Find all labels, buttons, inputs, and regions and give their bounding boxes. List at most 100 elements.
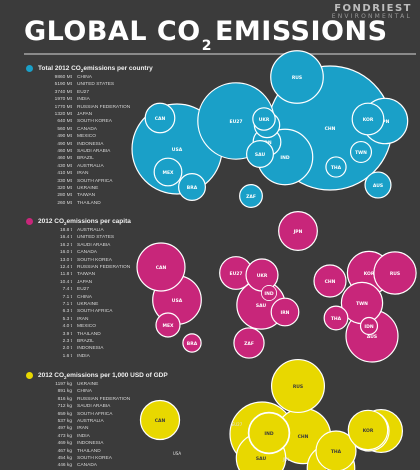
list-item: 560 Mt CANADA	[36, 127, 146, 134]
list-item: 16.2 t SAUDI ARABIA	[36, 243, 146, 250]
list-value: 430 Mt	[57, 163, 72, 169]
list-item: 1970 Mt INDIA	[36, 97, 146, 104]
list-country: MEXICO	[77, 324, 96, 330]
list-item: 2.3 t BRAZIL	[36, 339, 146, 346]
list-item: 640 Mt SOUTH KOREA	[36, 119, 146, 126]
bubble-mex	[155, 312, 181, 338]
bubble-label: THA	[331, 449, 342, 455]
bubble-mex	[153, 157, 183, 187]
list-value: 4.0 t	[62, 324, 72, 330]
brand-tagline: ENVIRONMENTAL	[331, 13, 412, 20]
list-item: 430 Mt AUSTRALIA	[36, 164, 146, 171]
bubble-can	[144, 102, 176, 134]
bubble-label: IND	[264, 431, 273, 437]
bubble-label: RUS	[292, 75, 302, 81]
list-country: CANADA	[77, 463, 97, 469]
list-country: AUSTRALIA	[77, 419, 104, 424]
list-item: 410 Mt IRAN	[36, 171, 146, 178]
list-value: 454 kg	[57, 456, 72, 461]
list-item: 460 Mt BRAZIL	[36, 156, 146, 163]
title-divider	[24, 53, 416, 55]
list-country: TAIWAN	[77, 272, 96, 278]
list-value: 410 Mt	[57, 171, 72, 177]
list-item: 891 kg CHINA	[36, 389, 146, 396]
list-value: 7.1 t	[62, 302, 72, 307]
section-title-1: Total 2012 CO 2 emissions per country	[26, 65, 153, 73]
section-title-pre: 2012 CO	[38, 218, 65, 225]
list-item: 490 Mt INDONESIA	[36, 142, 146, 149]
brand-logo: FONDRIEST ENVIRONMENTAL	[332, 3, 412, 20]
list-value: 816 kg	[57, 396, 72, 402]
list-value: 1970 Mt	[54, 97, 72, 103]
list-country: UKRAINE	[77, 302, 99, 307]
list-value: 16.0 t	[59, 250, 72, 256]
bubble-label: USA	[172, 147, 183, 153]
bubble-idn	[359, 316, 379, 336]
bubble-label: RUS	[390, 271, 400, 277]
bubble-kor	[351, 102, 385, 136]
list-value: 659 kg	[57, 411, 72, 417]
section-title-sub: 2	[80, 68, 84, 73]
list-item: 11.8 t TAIWAN	[36, 272, 146, 279]
list-item: 1770 Mt RUSSIAN FEDERATION	[36, 105, 146, 112]
list-country: THAILAND	[77, 448, 101, 454]
bubble-label: MEX	[162, 170, 174, 176]
list-country: RUSSIAN FEDERATION	[77, 104, 131, 110]
list-value: 5190 Mt	[54, 82, 72, 88]
section-title-pre: 2012 CO	[38, 372, 65, 379]
list-value: 1320 Mt	[54, 112, 72, 117]
title-subscript: 2	[201, 38, 212, 54]
bubble-label: JPN	[282, 457, 290, 462]
section-title-2: 2012 CO 2 emissions per capita	[26, 218, 131, 226]
bubble-label: EU27	[230, 271, 243, 277]
bubble-twn	[349, 140, 373, 164]
bubble-label: KOR	[363, 117, 374, 123]
list-item: 454 kg SOUTH KOREA	[36, 456, 146, 463]
list-value: 10.4 t	[59, 279, 72, 285]
bubble-label: TWN	[355, 150, 367, 156]
list-value: 18.8 t	[59, 228, 72, 233]
bubble-label: MEX	[162, 323, 174, 329]
bubble-label: UKR	[257, 273, 268, 279]
list-country: EU27	[77, 89, 89, 95]
list-country: CHINA	[77, 294, 92, 300]
list-item: 460 Mt SAUDI ARABIA	[36, 149, 146, 156]
list-item: 18.8 t AUSTRALIA	[36, 228, 146, 235]
bubble-ind	[248, 412, 290, 454]
list-value: 460 Mt	[57, 149, 72, 154]
section-title-sub: 2	[64, 221, 67, 226]
list-value: 330 Mt	[57, 178, 72, 184]
bubble-label: IRN	[281, 310, 290, 316]
list-item: 3740 Mt EU27	[36, 90, 146, 97]
list-country: SAUDI ARABIA	[77, 242, 111, 248]
list-item: 3.9 t THAILAND	[36, 332, 146, 339]
list-item: 446 kg CANADA	[36, 463, 146, 470]
list-item: 7.1 t UKRAINE	[36, 302, 146, 309]
list-value: 467 kg	[57, 448, 72, 454]
bubble-label: ZAF	[244, 341, 254, 347]
list-country: AUSTRALIA	[77, 163, 104, 169]
bubble-rus	[270, 358, 326, 414]
list-country: AUSTRALIA	[77, 228, 104, 233]
list-item: 497 kg IRAN	[36, 426, 146, 433]
list-country: SOUTH KOREA	[77, 456, 112, 461]
list-value: 13.0 t	[59, 257, 72, 263]
list-item: 469 kg INDONESIA	[36, 441, 146, 448]
list-country: INDIA	[77, 433, 90, 439]
bubble-label: USA	[173, 451, 182, 456]
page-title: GLOBAL CO2 EMISSIONS	[24, 16, 388, 54]
list-value: 16.2 t	[59, 242, 72, 248]
list-value: 12.4 t	[59, 265, 72, 270]
list-country: EU27	[77, 287, 89, 293]
bubble-irn	[270, 297, 300, 327]
bubble-label: JPN	[380, 119, 390, 125]
list-country: UKRAINE	[77, 186, 99, 191]
list-item: 10.4 t JAPAN	[36, 280, 146, 287]
bubble-label: BRA	[187, 341, 198, 347]
bubble-label: CAN	[156, 265, 167, 271]
list-country: JAPAN	[77, 112, 93, 117]
list-item: 260 Mt THAILAND	[36, 201, 146, 208]
bubble-label: USA	[172, 298, 183, 304]
list-item: 712 kg SAUDI ARABIA	[36, 404, 146, 411]
list-value: 891 kg	[57, 389, 72, 395]
